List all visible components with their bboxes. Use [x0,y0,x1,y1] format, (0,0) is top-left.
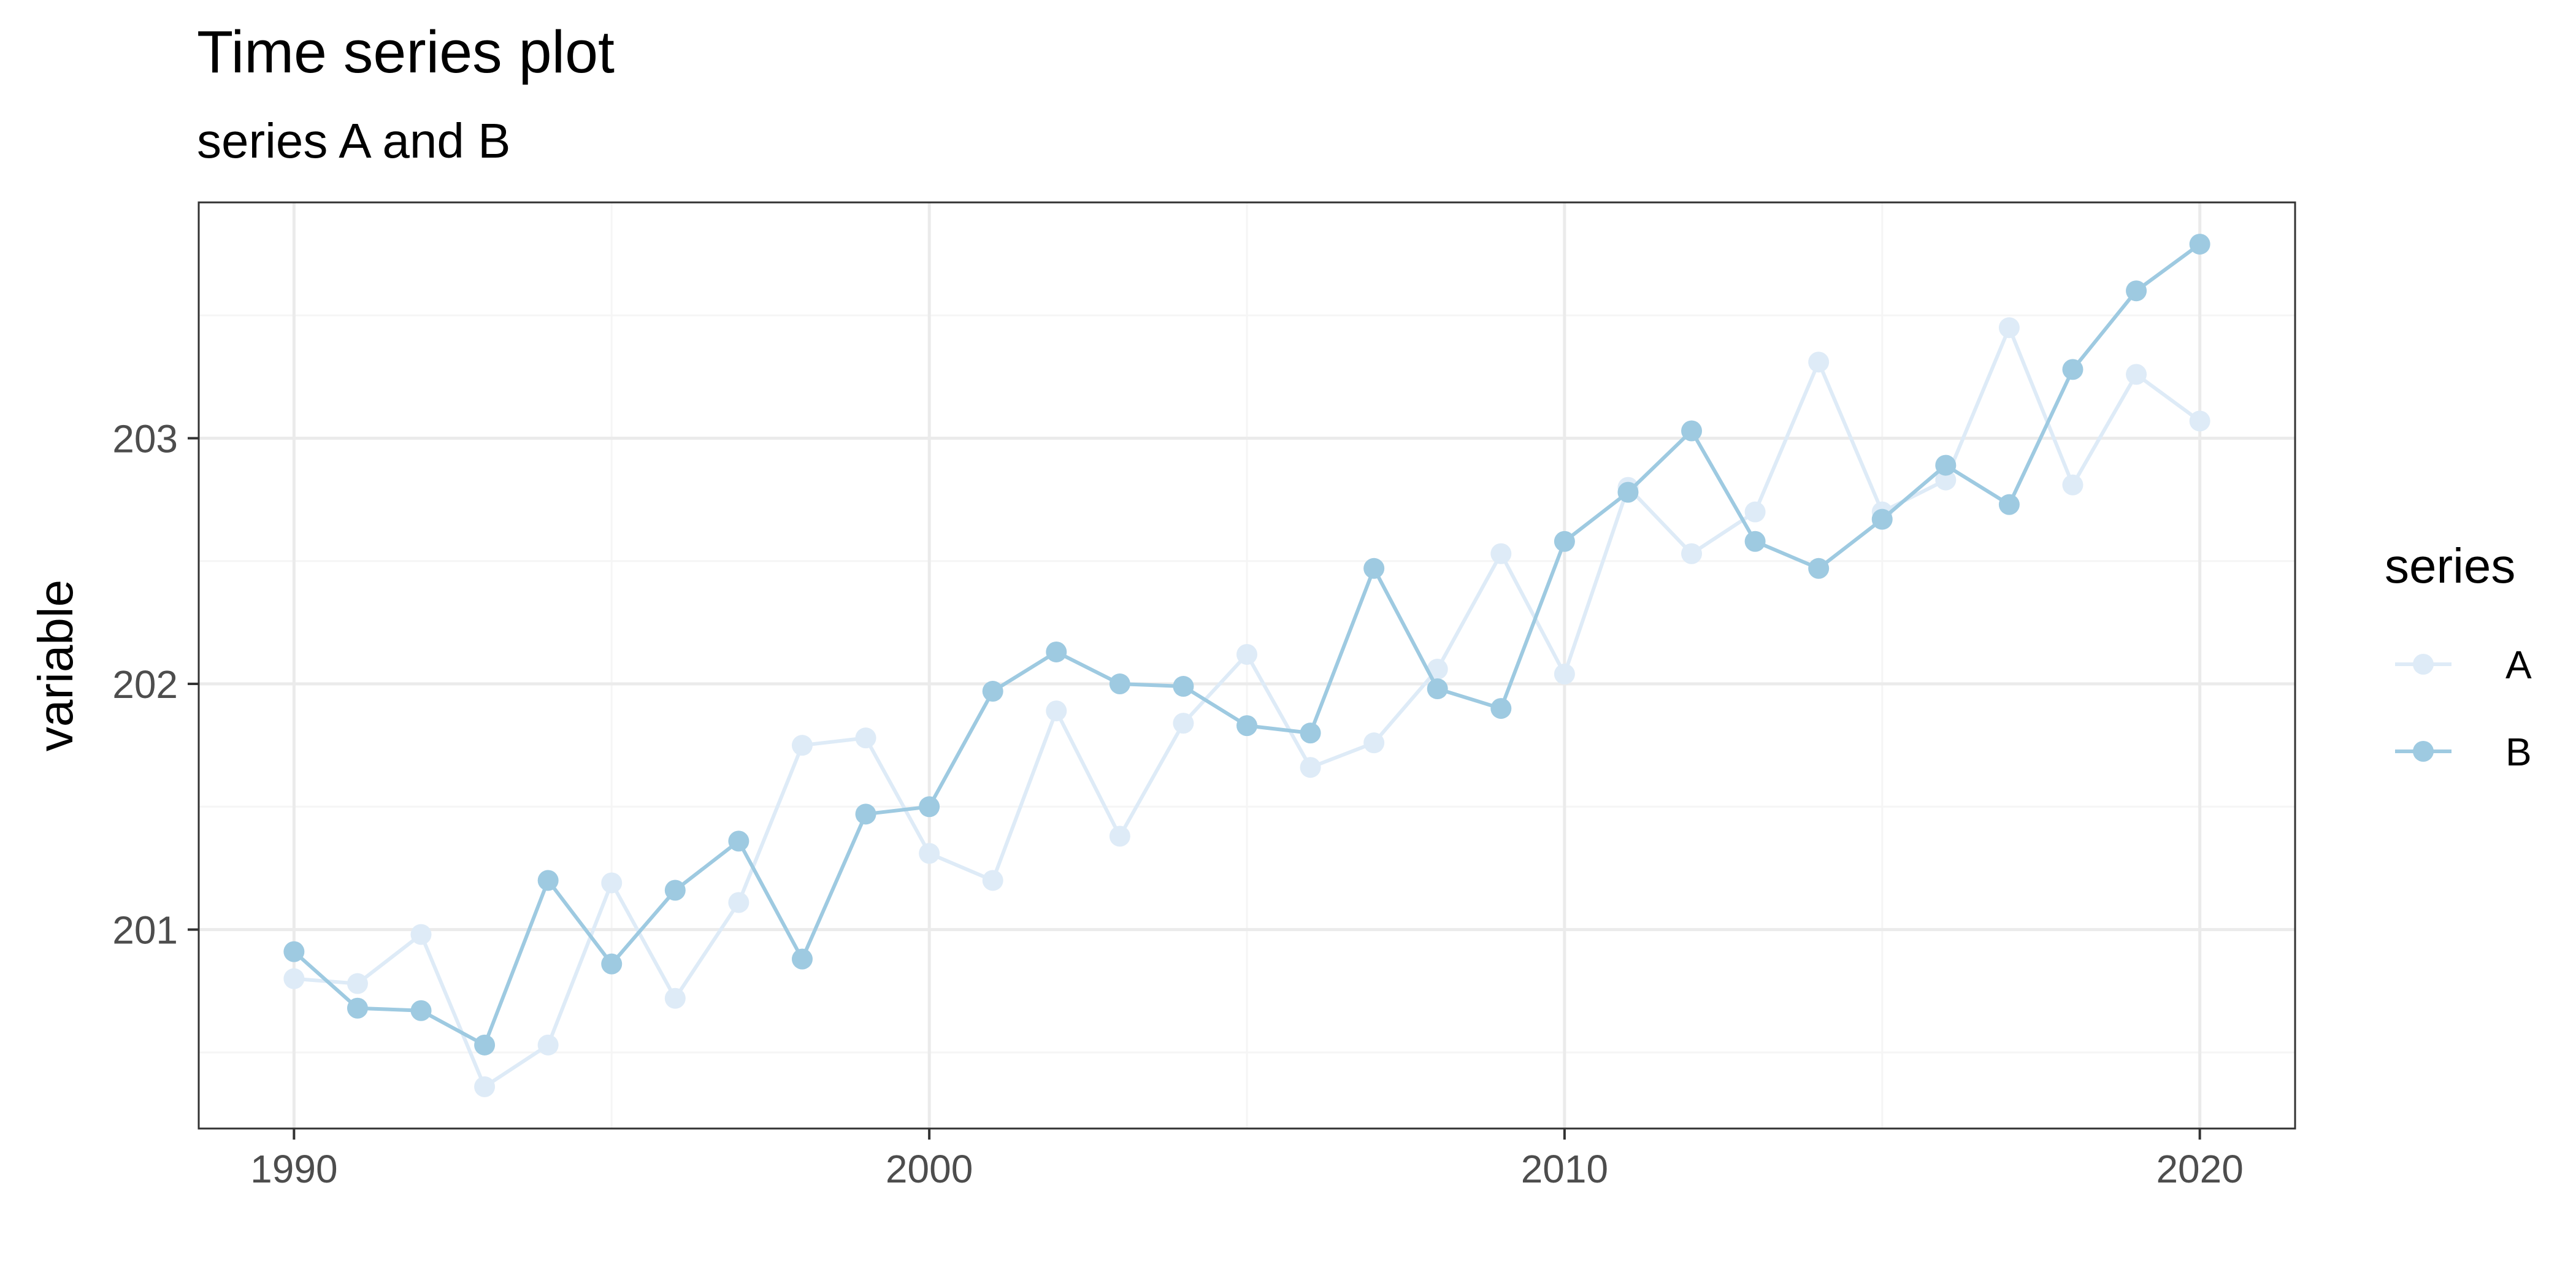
data-point-B [919,796,940,818]
data-point-A [919,843,940,864]
data-point-A [537,1034,559,1056]
data-point-A [410,924,432,945]
data-point-B [1998,494,2020,515]
data-point-A [2062,474,2083,496]
data-point-A [1363,732,1385,754]
data-point-B [1744,531,1766,552]
chart-subtitle: series A and B [197,113,510,168]
data-point-A [664,987,686,1009]
data-point-B [855,803,876,825]
data-point-A [1173,713,1194,734]
data-point-A [855,727,876,749]
data-point-B [2126,280,2147,302]
y-tick-label: 203 [112,417,178,461]
data-point-B [1681,420,1703,442]
data-point-A [982,870,1003,891]
x-tick-label: 1990 [250,1147,337,1191]
data-point-B [1871,508,1893,530]
data-point-B [1808,558,1830,579]
data-point-A [2126,364,2147,385]
grid-major [199,202,2295,1129]
data-point-B [664,880,686,901]
legend-item-B: B [2395,730,2532,774]
y-axis: 201 202 203 [112,417,199,953]
data-point-A [1490,543,1512,564]
data-point-A [1427,659,1448,680]
data-point-A [1300,757,1321,778]
data-point-B [1173,676,1194,697]
legend-key-point [2413,741,2434,762]
data-point-B [1046,641,1067,662]
legend-label: B [2505,730,2532,774]
data-point-B [1935,454,1957,476]
y-axis-title: variable [28,580,83,751]
data-point-B [474,1034,496,1056]
data-point-B [1490,698,1512,719]
series-layer [283,234,2210,1097]
data-point-B [410,1000,432,1021]
data-point-A [728,892,749,913]
data-point-B [347,997,368,1019]
data-point-A [2189,410,2210,432]
x-tick-label: 2000 [886,1147,973,1191]
data-point-A [283,968,305,989]
plot-panel [197,201,2296,1130]
data-point-A [474,1076,496,1097]
data-point-B [728,830,749,852]
x-tick-label: 2020 [2156,1147,2243,1191]
data-point-B [283,941,305,962]
data-point-A [601,872,623,894]
data-point-B [982,681,1003,702]
legend: series AB [2385,539,2532,774]
grid-minor [199,202,2295,1129]
data-point-A [1681,543,1703,564]
data-point-A [1554,664,1575,685]
y-tick-label: 201 [112,908,178,953]
legend-title: series [2385,539,2515,593]
x-axis: 1990 2000 2010 2020 [250,1129,2244,1191]
data-point-B [601,953,623,975]
data-point-B [1109,673,1130,695]
legend-label: A [2505,643,2532,687]
data-point-A [1046,700,1067,722]
data-point-B [791,948,813,970]
data-point-B [1427,678,1448,700]
data-point-A [347,973,368,994]
data-point-B [2062,359,2083,380]
data-point-B [1363,558,1385,579]
chart-title: Time series plot [197,18,615,85]
y-tick-label: 202 [112,662,178,707]
legend-item-A: A [2395,643,2532,687]
data-point-A [1109,826,1130,847]
data-point-B [1236,715,1257,737]
data-point-B [1617,481,1639,503]
data-point-B [537,870,559,891]
x-tick-label: 2010 [1521,1147,1608,1191]
data-point-A [1236,643,1257,665]
data-point-A [1998,317,2020,339]
data-point-A [791,735,813,756]
legend-key-point [2413,654,2434,675]
data-point-B [2189,234,2210,255]
data-point-B [1554,531,1575,552]
data-point-A [1935,469,1957,491]
data-point-A [1808,351,1830,373]
data-point-A [1744,501,1766,523]
data-point-B [1300,723,1321,744]
series-B [283,234,2210,1056]
